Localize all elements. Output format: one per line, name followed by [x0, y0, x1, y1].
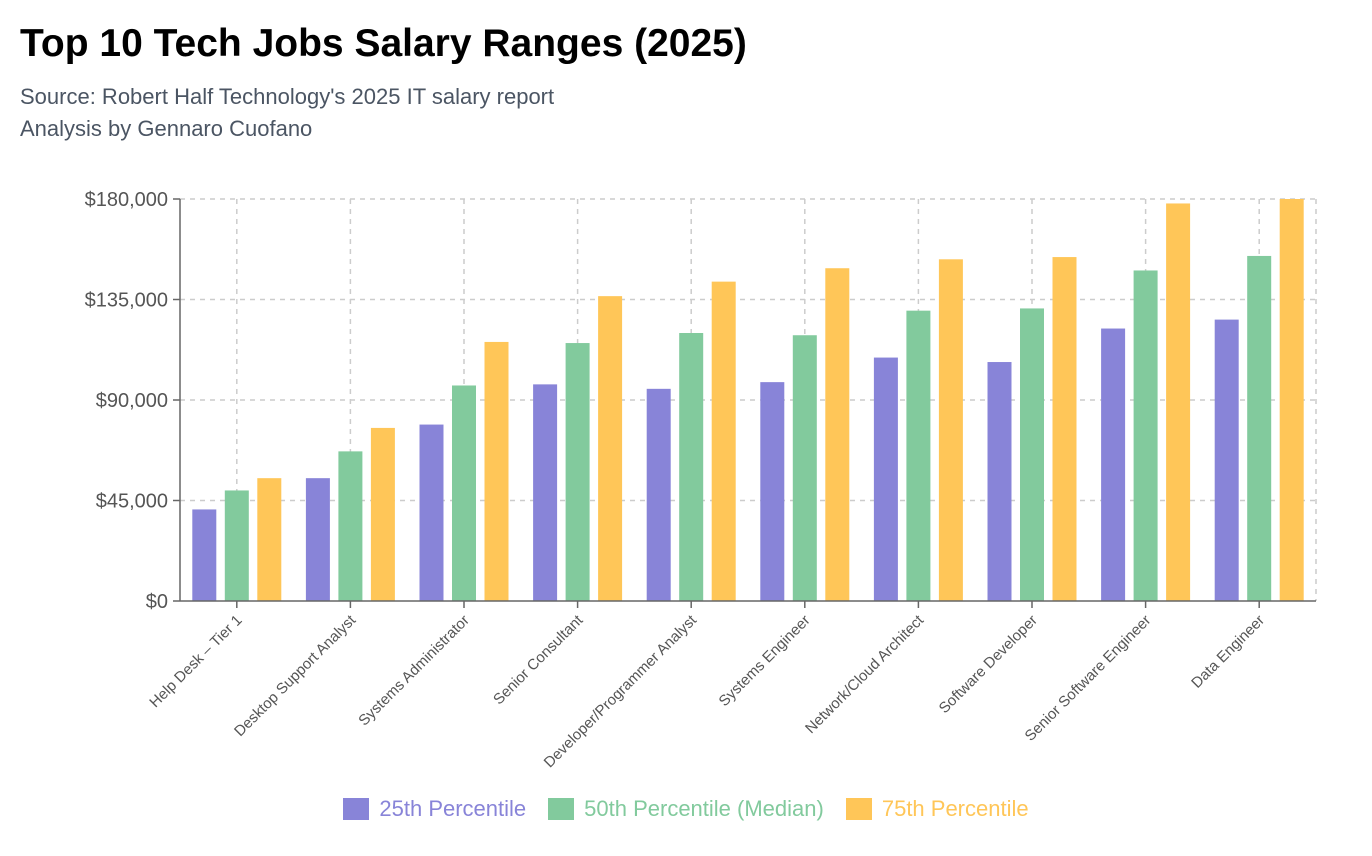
x-tick-label: Systems Administrator	[355, 612, 473, 730]
bar	[906, 310, 931, 601]
legend-swatch-75th	[845, 798, 872, 820]
bar	[1247, 255, 1272, 601]
bar	[192, 509, 217, 601]
legend-label-50th: 50th Percentile (Median)	[584, 796, 824, 821]
bar	[370, 427, 395, 601]
y-tick-label: $135,000	[85, 290, 168, 312]
x-tick-label: Senior Consultant	[490, 611, 587, 708]
bar	[825, 268, 850, 601]
legend-swatch-50th	[548, 798, 575, 820]
bar	[257, 478, 282, 601]
bar	[1279, 199, 1304, 601]
bar	[873, 357, 898, 601]
legend-swatch-25th	[343, 798, 370, 820]
x-tick-label: Help Desk – Tier 1	[146, 612, 245, 711]
bar	[1166, 203, 1191, 601]
bar	[533, 384, 558, 601]
x-tick-label: Network/Cloud Architect	[802, 611, 928, 737]
bar	[1052, 257, 1077, 601]
bar	[598, 296, 623, 601]
chart-source: Source: Robert Half Technology's 2025 IT…	[20, 84, 555, 109]
legend-item-75th[interactable]: 75th Percentile	[845, 796, 1029, 822]
x-tick-label: Senior Software Engineer	[1022, 612, 1155, 745]
bar	[305, 478, 330, 601]
bar	[338, 451, 363, 601]
bar	[792, 335, 817, 601]
x-tick-label: Systems Engineer	[716, 612, 814, 710]
legend-label-75th: 75th Percentile	[881, 796, 1029, 821]
legend-label-25th: 25th Percentile	[379, 796, 527, 821]
bar	[679, 333, 704, 601]
bar	[452, 385, 476, 601]
bar	[987, 362, 1012, 601]
bar	[565, 343, 590, 601]
chart-title: Top 10 Tech Jobs Salary Ranges (2025)	[20, 22, 747, 65]
x-tick-label: Data Engineer	[1188, 612, 1268, 692]
bar	[711, 281, 736, 601]
y-tick-label: $0	[146, 591, 168, 613]
bar-chart: $0 $45,000 $90,000 $135,000 $180,000 Help Des…	[85, 189, 1317, 771]
bar	[938, 259, 963, 601]
bar	[646, 388, 671, 601]
bar	[1214, 319, 1239, 601]
bar	[419, 424, 444, 601]
bar	[1133, 270, 1158, 601]
bar	[1101, 328, 1126, 601]
y-tick-label: $180,000	[85, 189, 168, 211]
bar	[224, 490, 249, 601]
bar	[484, 341, 509, 601]
chart-legend: 25th Percentile 50th Percentile (Median)…	[0, 796, 1372, 822]
y-tick-label: $90,000	[96, 390, 168, 412]
bar	[1020, 308, 1044, 601]
chart-author: Analysis by Gennaro Cuofano	[20, 116, 313, 141]
bar	[760, 382, 785, 601]
x-tick-label: Software Developer	[936, 612, 1041, 717]
y-tick-label: $45,000	[96, 491, 168, 513]
legend-item-25th[interactable]: 25th Percentile	[343, 796, 526, 822]
x-tick-label: Desktop Support Analyst	[231, 611, 360, 740]
legend-item-50th[interactable]: 50th Percentile (Median)	[548, 796, 824, 822]
